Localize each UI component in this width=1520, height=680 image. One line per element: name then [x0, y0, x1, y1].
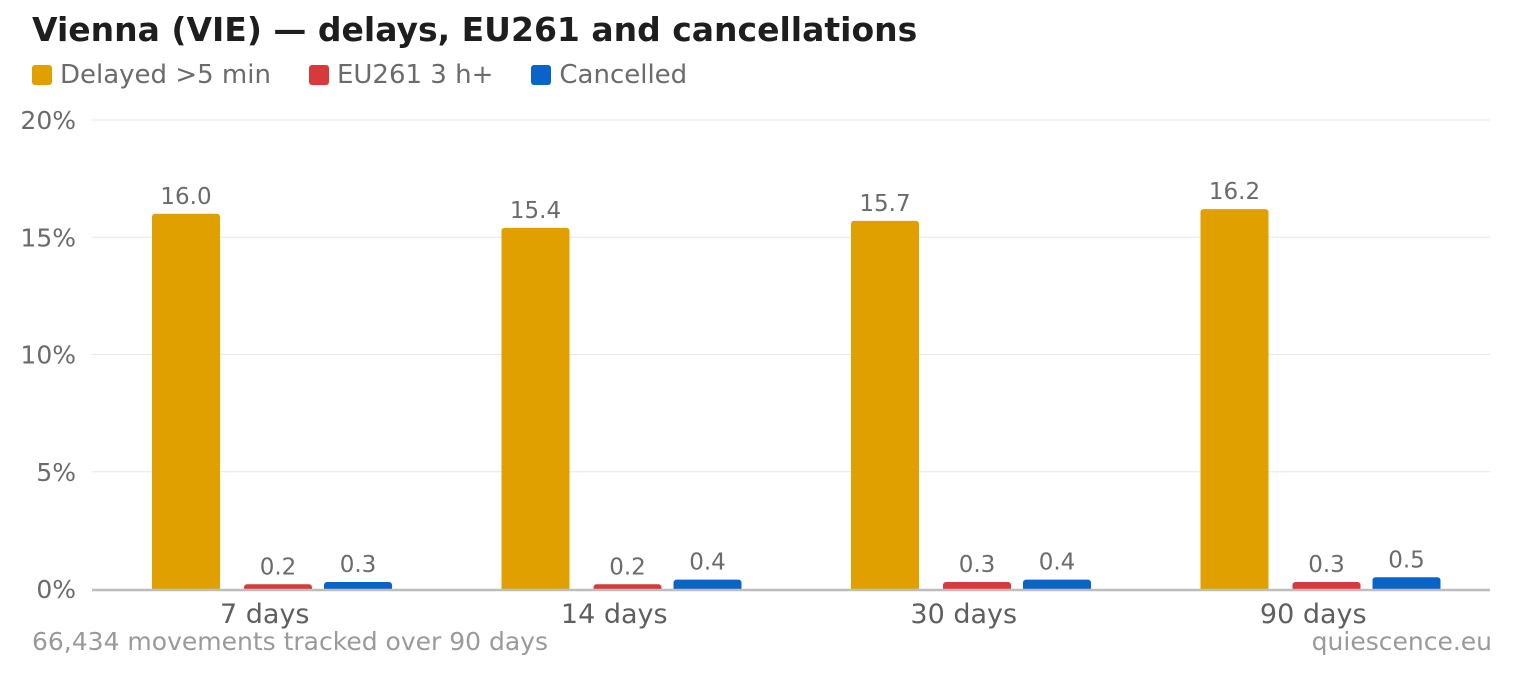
y-tick-label: 20%	[20, 106, 76, 135]
legend-item-cancelled: Cancelled	[531, 60, 687, 90]
bar	[851, 220, 919, 591]
legend-label-cancelled: Cancelled	[559, 60, 688, 90]
data-label: 0.2	[260, 554, 297, 580]
bar	[1292, 581, 1361, 591]
x-tick-label: 7 days	[220, 599, 310, 630]
x-tick-label: 30 days	[910, 599, 1017, 630]
data-label: 0.2	[609, 554, 646, 580]
bar	[501, 227, 570, 591]
footer-note: 66,434 movements tracked over 90 days	[32, 627, 548, 656]
data-label: 0.4	[689, 550, 726, 576]
y-tick-label: 0%	[36, 575, 76, 604]
data-label: 15.7	[859, 191, 910, 217]
bar	[673, 579, 742, 591]
data-label: 15.4	[510, 198, 561, 224]
footer-source: quiescence.eu	[1311, 627, 1492, 656]
bar	[943, 581, 1011, 591]
data-label: 16.2	[1209, 179, 1260, 205]
legend-item-delayed: Delayed >5 min	[32, 60, 271, 90]
bar	[1372, 577, 1441, 591]
chart-title: Vienna (VIE) — delays, EU261 and cancell…	[32, 10, 918, 49]
legend-label-delayed: Delayed >5 min	[60, 60, 271, 90]
x-tick-label: 14 days	[561, 599, 668, 630]
legend-swatch-delayed	[32, 65, 52, 85]
y-tick-label: 5%	[36, 458, 76, 487]
bar	[1200, 209, 1269, 592]
data-label: 0.3	[340, 552, 377, 578]
bar	[1023, 579, 1091, 591]
data-label: 0.3	[959, 552, 996, 578]
legend-swatch-cancelled	[531, 65, 552, 85]
x-tick-label: 90 days	[1260, 599, 1367, 630]
data-label: 0.5	[1388, 547, 1425, 573]
y-tick-label: 10%	[20, 341, 76, 370]
data-label: 0.4	[1039, 550, 1076, 576]
data-label: 0.3	[1308, 552, 1345, 578]
legend-label-eu261: EU261 3 h+	[336, 60, 494, 90]
legend-item-eu261: EU261 3 h+	[308, 60, 494, 90]
bar	[152, 213, 220, 592]
bar	[324, 581, 392, 591]
data-label: 16.0	[160, 184, 211, 210]
legend-swatch-eu261	[308, 65, 329, 85]
legend: Delayed >5 min EU261 3 h+ Cancelled	[32, 60, 725, 90]
y-tick-label: 15%	[20, 223, 76, 252]
